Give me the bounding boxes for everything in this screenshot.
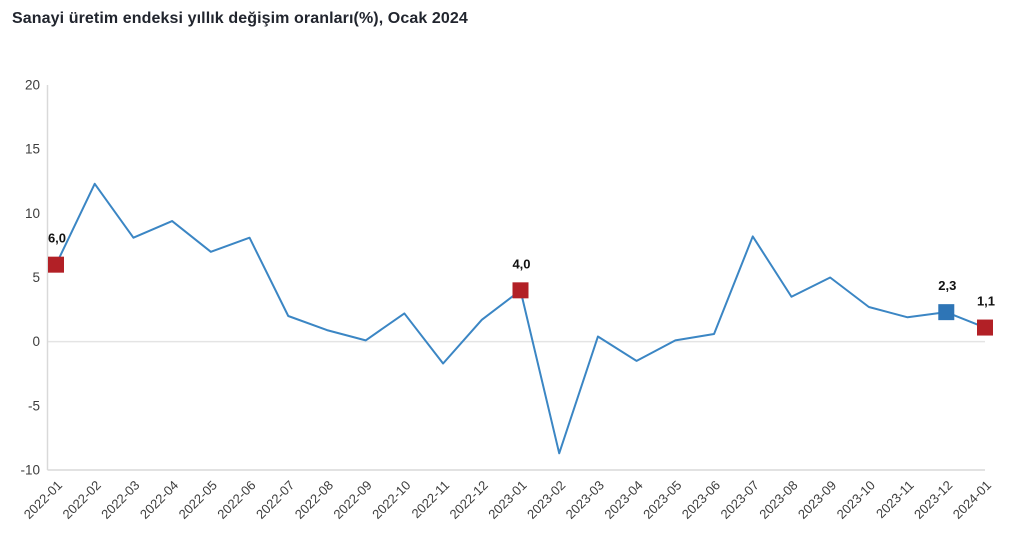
x-axis-tick-label: 2023-01	[485, 478, 529, 522]
data-label-2022-01: 6,0	[48, 231, 66, 246]
highlight-marker-2022-01	[48, 256, 64, 273]
y-axis-tick-label: 5	[32, 270, 40, 285]
x-axis-tick-label: 2022-01	[21, 478, 65, 522]
highlight-marker-2023-01	[512, 282, 529, 299]
x-axis-tick-label: 2022-04	[137, 478, 181, 522]
x-axis-tick-label: 2022-06	[214, 478, 258, 522]
y-axis-tick-label: 15	[25, 142, 40, 157]
x-axis-tick-label: 2023-04	[601, 478, 645, 522]
x-axis-tick-label: 2022-03	[98, 478, 142, 522]
x-axis-tick-label: 2022-10	[369, 478, 413, 522]
y-axis-tick-label: -5	[28, 398, 40, 413]
chart-title: Sanayi üretim endeksi yıllık değişim ora…	[12, 10, 468, 27]
x-axis-tick-label: 2023-05	[640, 478, 684, 522]
x-axis-tick-label: 2022-11	[409, 478, 453, 522]
x-axis-tick-label: 2023-10	[834, 478, 878, 522]
x-axis-tick-label: 2022-09	[330, 478, 374, 522]
x-axis-tick-label: 2023-08	[756, 478, 800, 522]
x-axis-tick-label: 2022-12	[447, 478, 491, 522]
x-axis-tick-label: 2023-03	[563, 478, 607, 522]
x-axis-tick-label: 2022-02	[59, 478, 103, 522]
x-axis-tick-label: 2024-01	[950, 478, 994, 522]
x-axis-tick-label: 2022-05	[176, 478, 220, 522]
data-label-2023-12: 2,3	[938, 278, 956, 293]
x-axis-tick-label: 2023-09	[795, 478, 839, 522]
highlight-marker-2024-01	[977, 319, 993, 336]
y-axis-tick-label: -10	[20, 463, 40, 478]
x-axis-tick-label: 2023-12	[911, 478, 955, 522]
data-label-2024-01: 1,1	[977, 294, 995, 309]
x-axis-tick-label: 2023-07	[718, 478, 762, 522]
y-axis-tick-label: 0	[32, 334, 40, 349]
data-line	[55, 182, 986, 455]
x-axis-tick-label: 2022-07	[253, 478, 297, 522]
y-axis-tick-label: 20	[25, 78, 40, 93]
x-axis-tick-label: 2023-06	[679, 478, 723, 522]
x-axis-tick-label: 2022-08	[292, 478, 336, 522]
x-axis-tick-label: 2023-02	[524, 478, 568, 522]
highlight-marker-2023-12	[938, 304, 955, 321]
y-axis-tick-label: 10	[25, 206, 40, 221]
data-label-2023-01: 4,0	[512, 256, 530, 271]
x-axis-tick-label: 2023-11	[873, 478, 917, 522]
